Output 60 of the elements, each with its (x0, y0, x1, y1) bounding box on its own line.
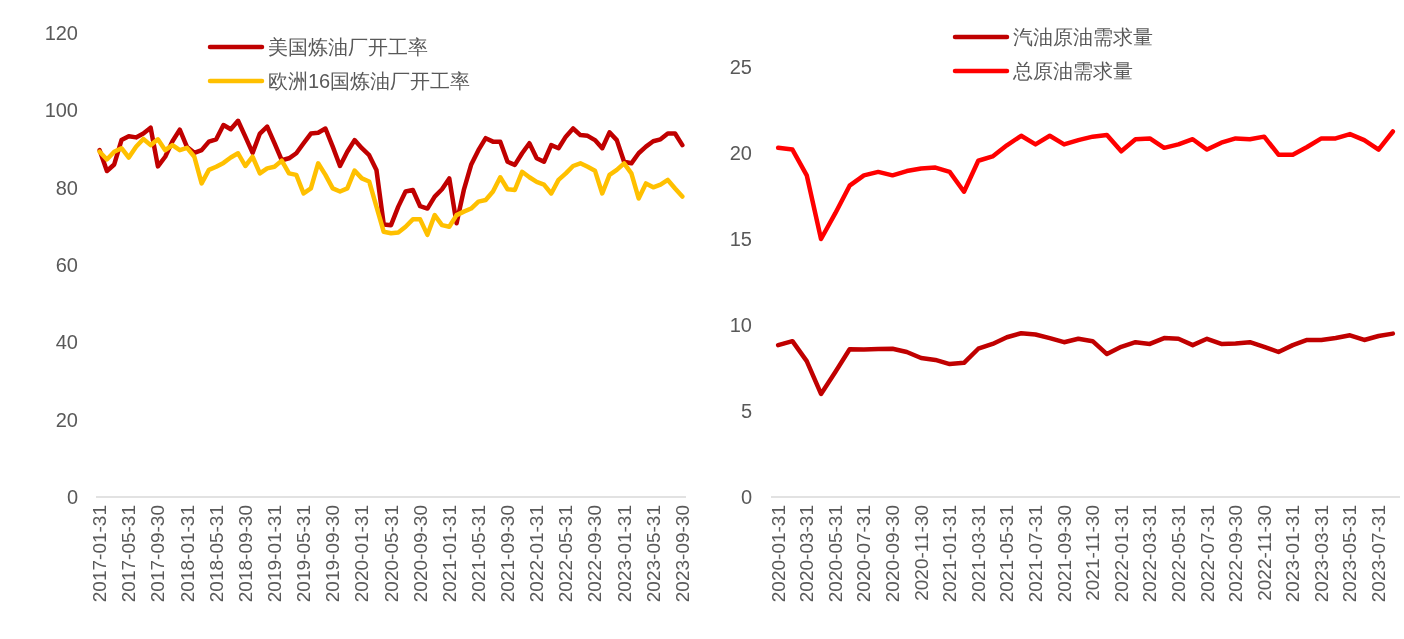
x-tick-label: 2022-11-30 (1253, 505, 1275, 601)
x-tick-label: 2017-01-31 (89, 505, 111, 603)
x-tick-label: 2020-09-30 (882, 505, 904, 603)
x-tick-label: 2022-01-31 (526, 505, 548, 603)
y-tick-label: 0 (66, 486, 78, 508)
x-tick-label: 2018-09-30 (234, 505, 256, 603)
x-tick-label: 2022-05-31 (1167, 505, 1189, 603)
x-tick-label: 2020-11-30 (910, 505, 932, 601)
x-tick-label: 2021-05-31 (996, 505, 1018, 603)
x-tick-label: 2023-05-31 (1339, 505, 1361, 603)
x-tick-label: 2017-05-31 (118, 505, 140, 603)
x-tick-label: 2022-09-30 (1225, 505, 1247, 603)
x-tick-label: 2020-07-31 (853, 505, 875, 603)
y-tick-label: 120 (44, 22, 78, 44)
x-tick-label: 2022-07-31 (1196, 505, 1218, 603)
x-tick-label: 2021-09-30 (497, 505, 519, 603)
x-tick-label: 2023-01-31 (1282, 505, 1304, 603)
x-tick-label: 2021-07-31 (1024, 505, 1046, 603)
x-tick-label: 2018-05-31 (205, 505, 227, 603)
y-tick-label: 80 (55, 176, 78, 199)
x-tick-label: 2020-01-31 (351, 505, 373, 603)
x-tick-label: 2020-01-31 (767, 505, 789, 603)
legend-label: 汽油原油需求量 (1013, 26, 1153, 48)
y-tick-label: 5 (740, 400, 752, 422)
x-tick-label: 2019-01-31 (263, 505, 285, 603)
x-tick-label: 2022-05-31 (555, 505, 577, 603)
y-tick-label: 10 (729, 314, 752, 336)
x-tick-label: 2022-01-31 (1110, 505, 1132, 603)
x-tick-label: 2020-05-31 (380, 505, 402, 603)
x-tick-label: 2021-01-31 (939, 505, 961, 603)
x-tick-label: 2022-03-31 (1139, 505, 1161, 603)
x-tick-label: 2023-01-31 (613, 505, 635, 603)
legend-label: 总原油需求量 (1012, 60, 1133, 82)
y-tick-label: 60 (55, 254, 78, 276)
x-tick-label: 2021-11-30 (1082, 505, 1104, 601)
x-tick-label: 2023-09-30 (671, 505, 693, 603)
x-tick-label: 2019-05-31 (293, 505, 315, 603)
x-tick-label: 2020-03-31 (796, 505, 818, 603)
y-tick-label: 40 (55, 331, 78, 354)
y-tick-label: 20 (55, 408, 78, 431)
x-tick-label: 2017-09-30 (147, 505, 169, 603)
x-tick-label: 2021-03-31 (967, 505, 989, 603)
y-tick-label: 15 (729, 228, 752, 250)
x-tick-label: 2020-09-30 (409, 505, 431, 603)
x-tick-label: 2021-05-31 (467, 505, 489, 603)
y-tick-label: 25 (729, 56, 752, 78)
y-tick-label: 100 (44, 99, 78, 122)
x-tick-label: 2021-09-30 (1053, 505, 1075, 603)
x-tick-label: 2021-01-31 (438, 505, 460, 603)
x-tick-label: 2023-05-31 (642, 505, 664, 603)
x-tick-label: 2018-01-31 (176, 505, 198, 603)
x-tick-label: 2023-07-31 (1368, 505, 1390, 603)
y-tick-label: 20 (729, 142, 752, 164)
x-tick-label: 2019-09-30 (322, 505, 344, 603)
legend-label: 美国炼油厂开工率 (268, 36, 428, 58)
x-tick-label: 2022-09-30 (584, 505, 606, 603)
y-tick-label: 0 (740, 486, 752, 508)
x-tick-label: 2020-05-31 (824, 505, 846, 603)
legend-label: 欧洲16国炼油厂开工率 (268, 70, 471, 92)
x-tick-label: 2023-03-31 (1310, 505, 1332, 603)
